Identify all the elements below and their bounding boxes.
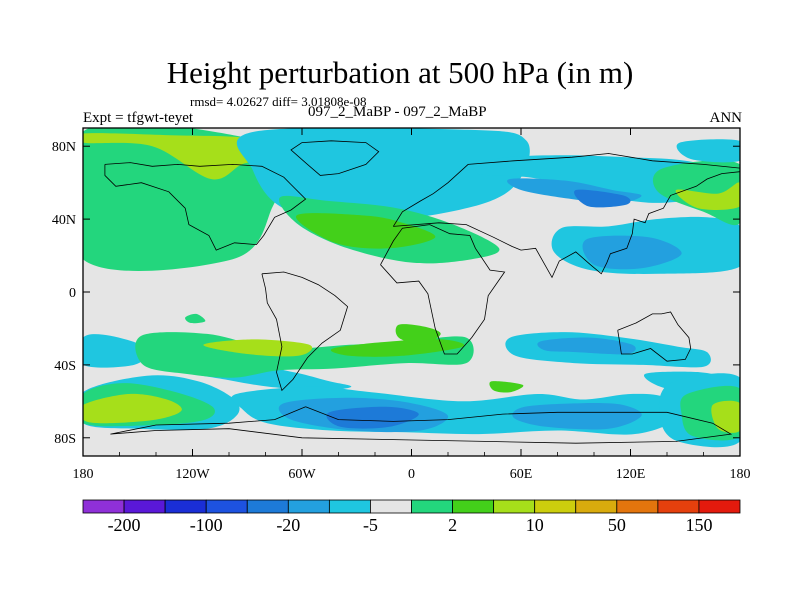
colorbar-label: -20 [276, 515, 300, 535]
experiment-label: Expt = tfgwt-teyet [83, 110, 194, 126]
field-region [574, 189, 631, 208]
colorbar-swatch [246, 499, 289, 514]
colorbar-swatch [493, 499, 536, 514]
colorbar-swatch [657, 499, 700, 514]
colorbar-swatch [328, 499, 371, 514]
colorbar-label: -200 [108, 515, 141, 535]
x-tick-label: 60W [288, 467, 316, 482]
field-region [83, 393, 182, 424]
coastline [290, 140, 380, 176]
colorbar-swatch [575, 499, 618, 514]
colorbar: -200 -100 -20 -5 2 10 50 150 [82, 499, 741, 535]
x-tick-label: 60E [510, 467, 533, 482]
x-tick-label: 180 [73, 467, 94, 482]
x-tick-label: 0 [408, 467, 415, 482]
field-region [675, 182, 740, 210]
colorbar-label: 2 [448, 515, 457, 535]
field-region [711, 400, 740, 433]
coastline [261, 271, 349, 392]
field-region [489, 381, 524, 393]
chart-title: Height perturbation at 500 hPa (in m) [166, 55, 634, 90]
colorbar-swatch [82, 499, 125, 514]
coastline [104, 162, 307, 251]
field-region [236, 128, 530, 221]
colorbar-swatch [452, 499, 495, 514]
colorbar-swatch [287, 499, 330, 514]
field-region [326, 406, 419, 429]
coastline [380, 224, 506, 355]
field-region [185, 313, 206, 324]
coastline-layer [104, 140, 740, 444]
colorbar-swatch [370, 499, 412, 514]
field-region [676, 139, 740, 163]
coastline [393, 171, 740, 279]
y-tick-label: 40N [52, 213, 76, 228]
colorbar-swatch [411, 499, 453, 514]
colorbar-swatch [698, 499, 741, 514]
x-tick-label: 120W [175, 467, 210, 482]
field-region [83, 133, 267, 180]
y-tick-label: 40S [54, 359, 76, 374]
y-tick-label: 80N [52, 140, 76, 155]
y-tick-label: 0 [69, 286, 76, 301]
colorbar-label: -5 [363, 515, 378, 535]
colorbar-swatch [123, 499, 166, 514]
field-region [295, 213, 436, 249]
period-label: ANN [709, 110, 743, 126]
colorbar-swatch [164, 499, 207, 514]
colorbar-label: 150 [685, 515, 712, 535]
colorbar-swatch [205, 499, 248, 514]
coastline [110, 406, 733, 444]
chart-subtitle: rmsd= 4.02627 diff= 3.01808e-08 [190, 94, 367, 109]
colorbar-label: 10 [526, 515, 544, 535]
colorbar-label: 50 [608, 515, 626, 535]
axis-ticks-layer: 180 120W 60W 0 60E 120E 180 80N 40N 0 40S 80S [52, 128, 751, 482]
field-region [537, 337, 636, 355]
coastline [617, 311, 692, 362]
y-tick-label: 80S [54, 432, 76, 447]
colorbar-swatch [616, 499, 659, 514]
field-region [203, 339, 313, 357]
field-fill-layer [83, 128, 740, 448]
field-region [512, 403, 642, 430]
colorbar-swatch [534, 499, 577, 514]
colorbar-label: -100 [190, 515, 223, 535]
coastline [392, 153, 740, 227]
x-tick-label: 120E [616, 467, 646, 482]
field-region [395, 324, 441, 345]
field-region [330, 339, 465, 357]
experiment-pair-label: 097_2_MaBP - 097_2_MaBP [308, 104, 487, 120]
x-tick-label: 180 [730, 467, 751, 482]
field-region [83, 334, 149, 368]
